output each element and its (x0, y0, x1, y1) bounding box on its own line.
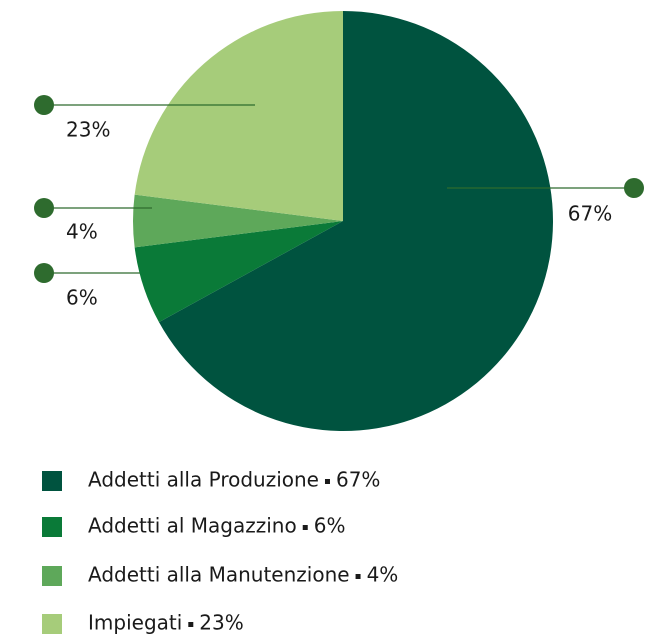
data-label: 67% (568, 202, 612, 226)
pie-slice (134, 221, 343, 323)
legend-separator (188, 622, 194, 627)
legend-swatch (42, 471, 62, 491)
callout-dot (624, 178, 644, 198)
pie-slice (158, 11, 554, 431)
legend-label: Impiegati (88, 611, 182, 635)
callout-dot (34, 263, 54, 283)
pie-slice (134, 11, 343, 221)
pie-slice (132, 194, 343, 248)
legend-swatch (42, 614, 62, 634)
legend-value: 67% (336, 468, 380, 492)
legend-label: Addetti alla Manutenzione (88, 563, 350, 587)
legend-label: Addetti alla Produzione (88, 468, 319, 492)
legend-value: 23% (199, 611, 243, 635)
legend-value: 6% (314, 514, 346, 538)
data-label: 4% (66, 220, 98, 244)
callout-dot (34, 95, 54, 115)
legend-label: Addetti al Magazzino (88, 514, 297, 538)
legend-separator (302, 525, 308, 530)
data-label: 23% (66, 118, 110, 142)
legend-separator (324, 479, 330, 484)
legend-swatch (42, 566, 62, 586)
legend-swatch (42, 517, 62, 537)
legend-separator (355, 574, 361, 579)
data-label: 6% (66, 286, 98, 310)
callout-dot (34, 198, 54, 218)
legend-value: 4% (367, 563, 399, 587)
